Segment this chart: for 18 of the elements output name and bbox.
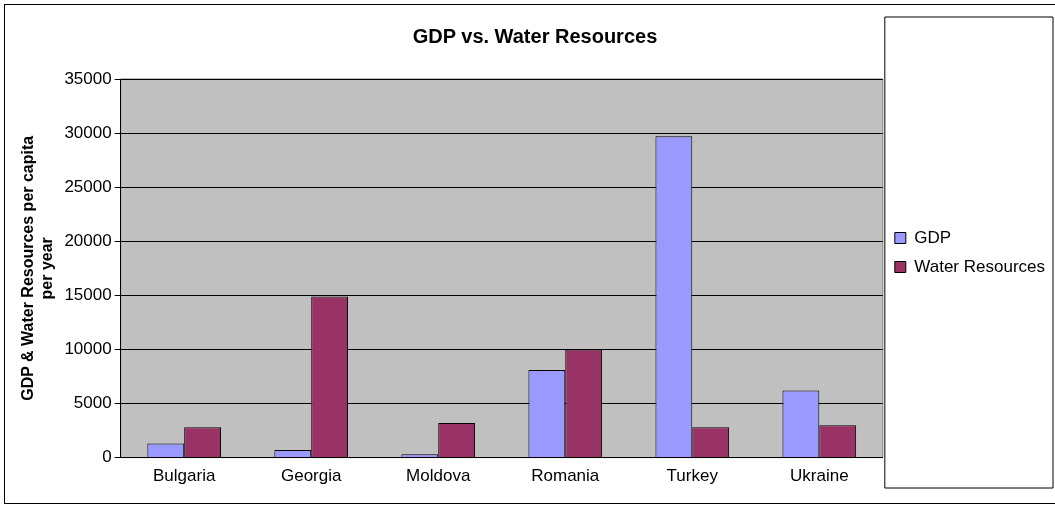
x-tick-label: Georgia [280, 466, 342, 486]
y-tick-label: 15000 [64, 285, 112, 305]
y-tick-label: 35000 [64, 68, 112, 88]
legend-label: GDP [914, 227, 952, 247]
y-axis-title: GDP & Water Resources per capita per year [19, 135, 56, 401]
x-tick-label: Turkey [666, 466, 719, 486]
chart-title: GDP vs. Water Resources [412, 24, 658, 47]
x-tick-label: Bulgaria [153, 466, 216, 486]
y-tick-label: 20000 [64, 230, 112, 250]
y-tick-label: 30000 [64, 122, 112, 142]
x-tick-label: Romania [531, 466, 600, 486]
legend-label: Water Resources [914, 256, 1045, 276]
y-tick-label: 10000 [64, 339, 112, 359]
x-tick-label: Ukraine [790, 466, 849, 486]
y-tick-label: 5000 [73, 393, 112, 413]
y-tick-label: 0 [102, 447, 112, 467]
y-tick-label: 25000 [64, 176, 112, 196]
x-tick-label: Moldova [406, 466, 471, 486]
